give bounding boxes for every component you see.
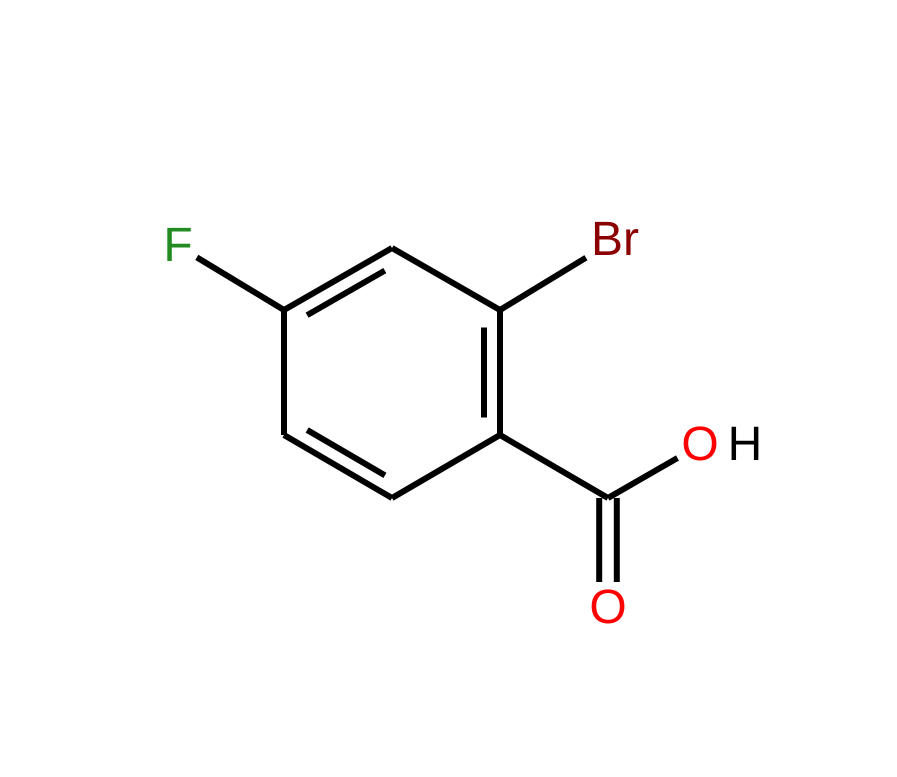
atom-label-Br: Br bbox=[591, 216, 639, 264]
atom-label-O1: O bbox=[589, 584, 626, 632]
bond-layer bbox=[0, 0, 897, 777]
atom-label-F: F bbox=[163, 222, 192, 270]
atom-label-H_OH: H bbox=[728, 421, 763, 469]
atom-label-O2: O bbox=[681, 421, 718, 469]
molecule-canvas: OOHBrF bbox=[0, 0, 897, 777]
